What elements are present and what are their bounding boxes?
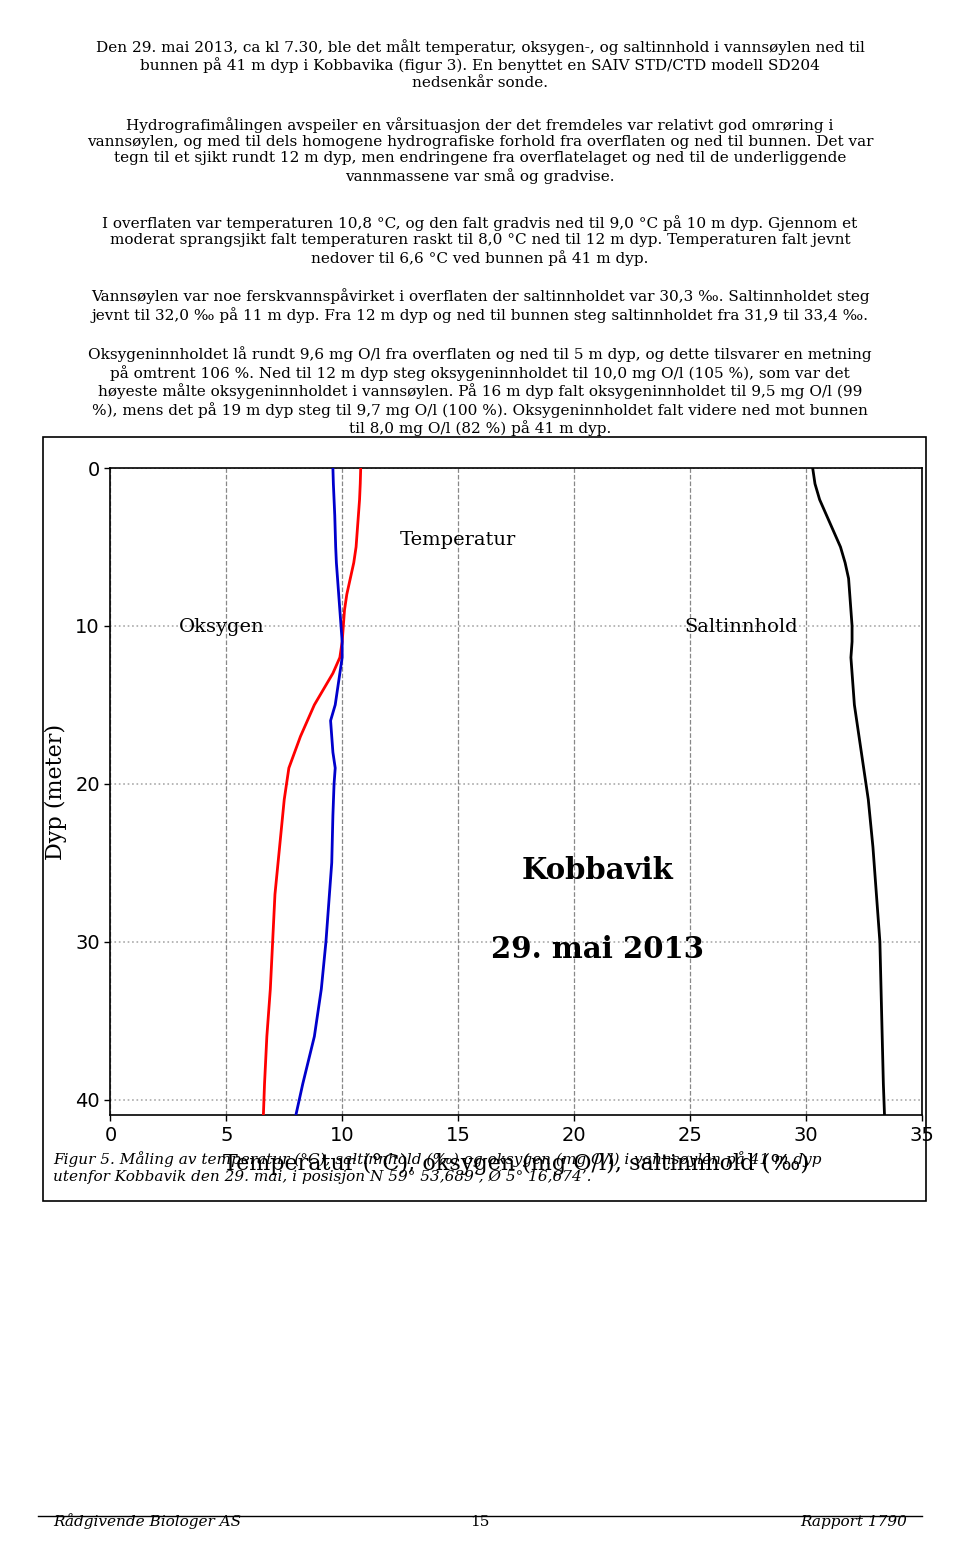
Text: Den 29. mai 2013, ca kl 7.30, ble det målt temperatur, oksygen-, og saltinnhold : Den 29. mai 2013, ca kl 7.30, ble det må… <box>96 39 864 89</box>
Text: Rapport 1790: Rapport 1790 <box>801 1515 907 1529</box>
Y-axis label: Dyp (meter): Dyp (meter) <box>45 724 67 860</box>
Text: 29. mai 2013: 29. mai 2013 <box>491 934 704 964</box>
Text: Oksygen: Oksygen <box>179 618 264 636</box>
Text: Saltinnhold: Saltinnhold <box>684 618 798 636</box>
Text: Hydrografimålingen avspeiler en vårsituasjon der det fremdeles var relativt god : Hydrografimålingen avspeiler en vårsitua… <box>86 117 874 184</box>
Text: 15: 15 <box>470 1515 490 1529</box>
Text: Temperatur: Temperatur <box>400 530 516 549</box>
Text: Figur 5. Måling av temperatur (°C), saltinnhold (‰) og oksygen (mg O/l) i vannsø: Figur 5. Måling av temperatur (°C), salt… <box>53 1151 822 1184</box>
Text: Vannsøylen var noe ferskvannspåvirket i overflaten der saltinnholdet var 30,3 ‰.: Vannsøylen var noe ferskvannspåvirket i … <box>90 289 870 323</box>
X-axis label: Temperatur (°C), oksygen (mg O/l), saltinnhold (‰): Temperatur (°C), oksygen (mg O/l), salti… <box>223 1153 809 1175</box>
Text: Rådgivende Biologer AS: Rådgivende Biologer AS <box>53 1513 241 1529</box>
Text: I overflaten var temperaturen 10,8 °C, og den falt gradvis ned til 9,0 °C på 10 : I overflaten var temperaturen 10,8 °C, o… <box>103 215 857 265</box>
Text: Oksygeninnholdet lå rundt 9,6 mg O/l fra overflaten og ned til 5 m dyp, og dette: Oksygeninnholdet lå rundt 9,6 mg O/l fra… <box>88 346 872 435</box>
Text: Kobbavik: Kobbavik <box>521 856 673 885</box>
